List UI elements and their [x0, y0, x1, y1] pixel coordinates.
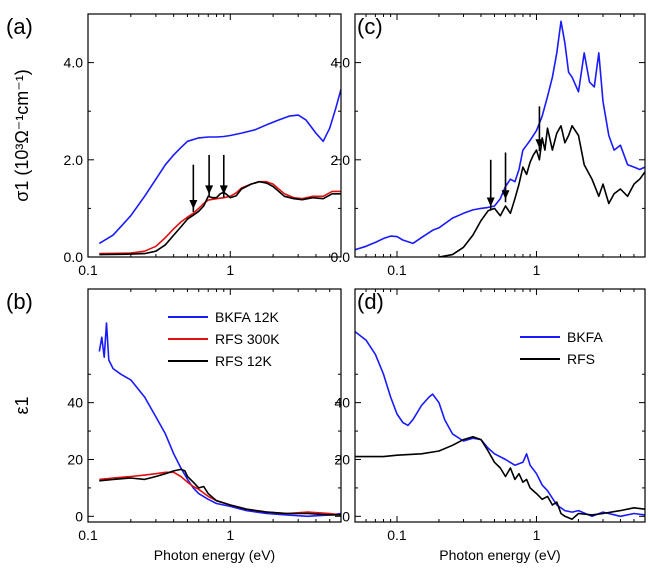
legend-label: RFS 12K	[215, 353, 272, 369]
x-axis-label: Photon energy (eV)	[154, 547, 275, 563]
arrow-head	[501, 190, 510, 200]
series-line-rfs-12k	[99, 468, 341, 516]
x-tick-label: 1	[226, 527, 234, 543]
y-axis-label: σ1 (10³Ω⁻¹cm⁻¹)	[12, 69, 32, 202]
y-tick-label: 0	[342, 508, 350, 524]
y-tick-label: 4.0	[64, 55, 84, 71]
series-line-1	[438, 125, 645, 257]
legend-label: BKFA 12K	[215, 309, 279, 325]
y-tick-label: 0.0	[331, 249, 351, 265]
legend-label: BKFA	[567, 329, 603, 345]
panel-label: (a)	[6, 14, 33, 39]
arrow-head	[189, 199, 198, 209]
arrow-head	[205, 185, 214, 195]
y-tick-label: 20	[67, 451, 83, 467]
arrow-head	[486, 197, 495, 207]
x-tick-label: 1	[226, 262, 234, 278]
arrow-head	[535, 139, 544, 149]
x-axis-label: Photon energy (eV)	[439, 547, 560, 563]
series-line-bkfa-12k	[98, 322, 341, 518]
series-line-rfs	[355, 436, 645, 520]
y-tick-label: 0.0	[64, 249, 84, 265]
y-tick-label: 0	[75, 508, 83, 524]
plot-frame	[87, 288, 342, 523]
x-tick-label: 1	[533, 527, 541, 543]
plot-frame	[87, 13, 342, 258]
y-axis-label: ε1	[12, 396, 32, 414]
legend-label: RFS	[567, 351, 595, 367]
panel-b: 0.1 1 0 20 40 (b) Photon energy (eV) ε1 BKFA 12K…	[6, 288, 342, 563]
plot-frame	[354, 13, 646, 258]
series-line-bkfa	[355, 330, 645, 518]
panel-d: 0.1 1 0 20 40 (d) Photon energy (eV) BKFA RFS	[334, 288, 646, 563]
panel-label: (b)	[6, 289, 33, 314]
panel-a: 0.1 1 0.0 2.0 4.0 (a) σ1 (10³Ω⁻¹cm⁻¹)	[6, 13, 342, 278]
arrow-head	[219, 185, 228, 195]
y-tick-label: 2.0	[331, 152, 351, 168]
y-tick-label: 40	[334, 395, 350, 411]
x-tick-label: 0.1	[387, 262, 407, 278]
y-tick-label: 20	[334, 451, 350, 467]
panel-label: (c)	[357, 14, 383, 39]
series-line-0	[98, 89, 341, 245]
x-tick-label: 0.1	[78, 262, 98, 278]
y-tick-label: 2.0	[64, 152, 84, 168]
legend-label: RFS 300K	[215, 331, 280, 347]
x-tick-label: 1	[533, 262, 541, 278]
x-tick-label: 0.1	[387, 527, 407, 543]
y-tick-label: 4.0	[331, 55, 351, 71]
panel-label: (d)	[357, 289, 384, 314]
y-tick-label: 40	[67, 395, 83, 411]
panel-c: 0.1 1 0.0 2.0 4.0 (c)	[331, 13, 646, 278]
series-line-0	[355, 20, 645, 251]
x-tick-label: 0.1	[78, 527, 98, 543]
plot-frame	[354, 288, 646, 523]
series-line-1	[99, 180, 341, 255]
series-line-2	[99, 180, 341, 256]
